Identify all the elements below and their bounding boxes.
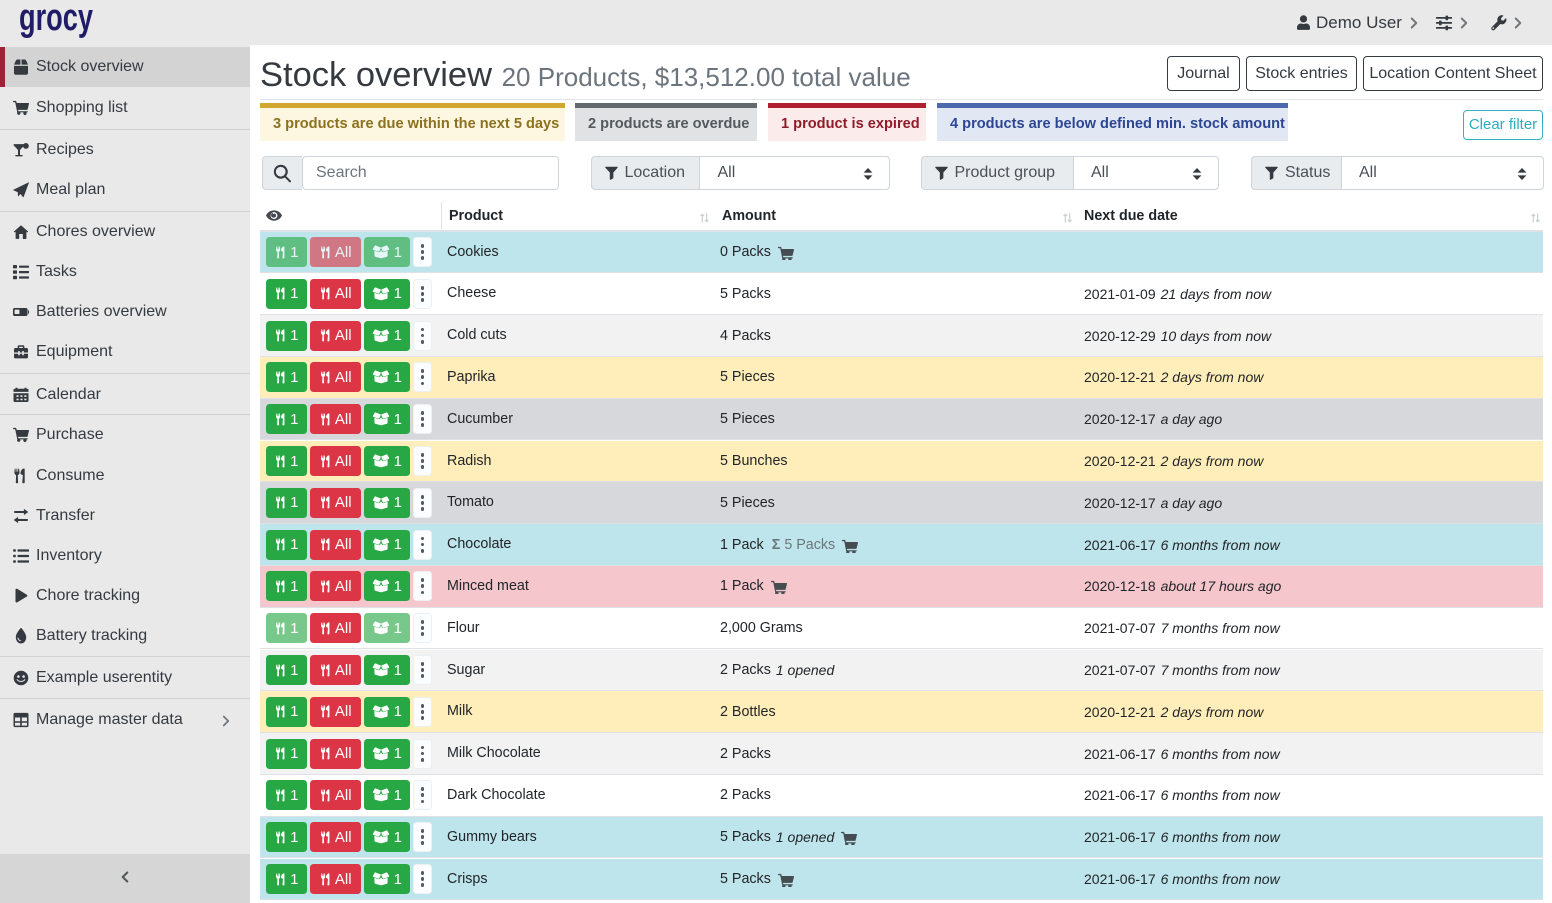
svg-text:grocy: grocy bbox=[19, 3, 93, 39]
